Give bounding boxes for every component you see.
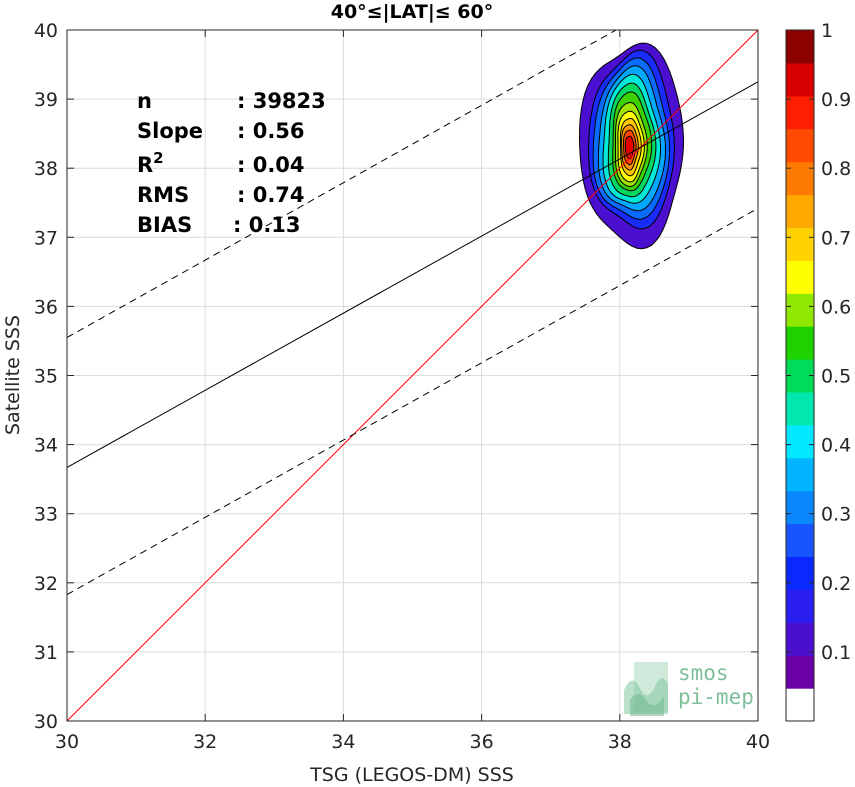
x-tick-label: 32 <box>193 731 217 753</box>
colorbar-tick-label: 0.3 <box>821 504 851 526</box>
colorbar-tick-label: 0.5 <box>821 366 851 388</box>
colorbar-tick-label: 0.8 <box>821 158 851 180</box>
colorbar-tick-label: 1 <box>821 20 833 42</box>
y-tick-label: 37 <box>34 227 58 249</box>
stat-value: : 39823 <box>237 89 326 113</box>
y-tick-label: 40 <box>34 20 58 42</box>
colorbar-band <box>786 62 814 97</box>
y-tick-label: 30 <box>34 711 58 733</box>
y-axis-label: Satellite SSS <box>2 315 24 435</box>
chart-title: 40°≤|LAT|≤ 60° <box>331 1 494 23</box>
stat-label: R2 <box>137 149 164 177</box>
lower-bound-line <box>67 207 758 595</box>
stat-label: RMS <box>137 183 189 207</box>
colorbar-band <box>786 688 814 722</box>
y-tick-label: 32 <box>34 573 58 595</box>
colorbar-band <box>786 227 814 261</box>
colorbar-band <box>786 589 814 623</box>
x-tick-label: 40 <box>746 731 770 753</box>
y-tick-label: 39 <box>34 89 58 111</box>
colorbar-band <box>786 161 814 196</box>
y-tick-label: 35 <box>34 366 58 388</box>
y-axis-ticks: 30 31 32 33 34 35 36 37 38 39 40 <box>34 20 758 733</box>
colorbar-band <box>786 622 814 656</box>
x-tick-label: 34 <box>331 731 355 753</box>
logo-text-smos: smos <box>678 661 729 685</box>
stat-value: : 0.74 <box>237 183 305 207</box>
colorbar-band <box>786 326 814 360</box>
colorbar-band <box>786 30 814 64</box>
x-tick-label: 38 <box>608 731 632 753</box>
x-tick-label: 30 <box>55 731 79 753</box>
x-tick-label: 36 <box>470 731 494 753</box>
one-to-one-line <box>67 30 758 721</box>
colorbar-band <box>786 424 814 459</box>
y-tick-label: 36 <box>34 296 58 318</box>
stat-label: Slope <box>137 119 203 143</box>
colorbar-band <box>786 490 814 525</box>
colorbar-band <box>786 95 814 130</box>
regression-lines <box>67 30 758 721</box>
x-axis-ticks: 30 32 34 36 38 40 <box>55 30 770 753</box>
y-tick-label: 31 <box>34 642 58 664</box>
regression-line <box>67 81 758 468</box>
colorbar-tick-label: 0.1 <box>821 642 851 664</box>
colorbar-band <box>786 556 814 590</box>
colorbar-band <box>786 293 814 327</box>
y-tick-label: 33 <box>34 504 58 526</box>
density-contours <box>578 42 685 250</box>
colorbar-tick-label: 0.9 <box>821 89 851 111</box>
stat-label: BIAS <box>137 213 192 237</box>
colorbar-band <box>786 457 814 492</box>
colorbar: 0.1 0.2 0.3 0.4 0.5 0.6 0.7 0.8 0.9 1 <box>785 20 851 722</box>
stat-superscript: 2 <box>153 149 163 167</box>
colorbar-band <box>786 523 814 558</box>
colorbar-band <box>786 391 814 426</box>
smos-pimep-logo: smos pi-mep <box>624 661 754 716</box>
colorbar-band <box>786 655 814 689</box>
stat-label: n <box>137 89 152 113</box>
colorbar-tick-label: 0.7 <box>821 227 851 249</box>
colorbar-band <box>786 260 814 294</box>
colorbar-tick-label: 0.4 <box>821 435 851 457</box>
stat-value: : 0.56 <box>237 119 305 143</box>
stat-value: : 0.04 <box>237 153 305 177</box>
colorbar-band <box>786 194 814 229</box>
y-tick-label: 34 <box>34 435 58 457</box>
statistics-box: n : 39823 Slope : 0.56 R2 : 0.04 RMS : 0.74 BIAS… <box>137 89 326 237</box>
x-axis-label: TSG (LEGOS-DM) SSS <box>309 764 514 786</box>
colorbar-tick-label: 0.2 <box>821 573 851 595</box>
colorbar-tick-label: 0.6 <box>821 296 851 318</box>
logo-wave-icon <box>624 662 668 716</box>
stat-value: : 0.13 <box>233 213 301 237</box>
colorbar-band <box>786 128 814 163</box>
y-tick-label: 38 <box>34 158 58 180</box>
logo-text-pimep: pi-mep <box>678 685 754 709</box>
